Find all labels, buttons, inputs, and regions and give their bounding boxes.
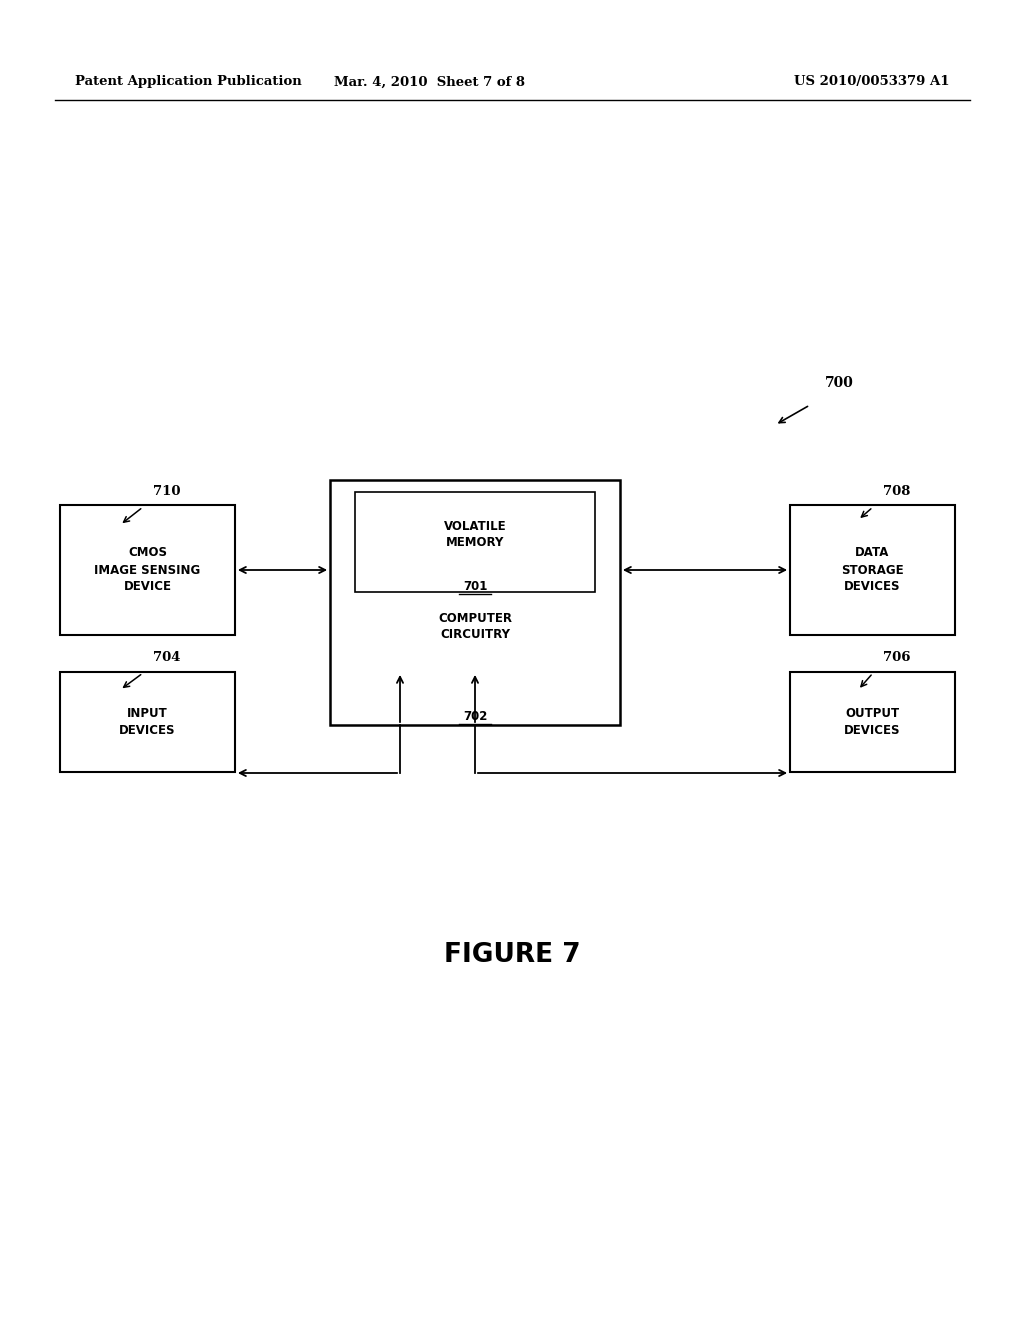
Text: 710: 710	[153, 484, 180, 498]
Text: OUTPUT
DEVICES: OUTPUT DEVICES	[844, 708, 901, 737]
Text: Mar. 4, 2010  Sheet 7 of 8: Mar. 4, 2010 Sheet 7 of 8	[335, 75, 525, 88]
Text: CMOS
IMAGE SENSING
DEVICE: CMOS IMAGE SENSING DEVICE	[94, 546, 201, 594]
Text: FIGURE 7: FIGURE 7	[443, 942, 581, 968]
Text: 704: 704	[153, 651, 180, 664]
Text: 708: 708	[883, 484, 910, 498]
Text: DATA
STORAGE
DEVICES: DATA STORAGE DEVICES	[841, 546, 904, 594]
Bar	[790, 506, 955, 635]
Bar	[60, 506, 234, 635]
Bar	[790, 672, 955, 772]
Text: 706: 706	[883, 651, 910, 664]
Text: COMPUTER
CIRCUITRY: COMPUTER CIRCUITRY	[438, 612, 512, 642]
Bar	[60, 672, 234, 772]
Bar	[355, 492, 595, 591]
Bar	[330, 480, 620, 725]
Text: 702: 702	[463, 710, 487, 723]
Text: 701: 701	[463, 579, 487, 593]
Text: Patent Application Publication: Patent Application Publication	[75, 75, 302, 88]
Text: 700: 700	[825, 376, 854, 389]
Text: US 2010/0053379 A1: US 2010/0053379 A1	[795, 75, 950, 88]
Text: VOLATILE
MEMORY: VOLATILE MEMORY	[443, 520, 506, 549]
Text: INPUT
DEVICES: INPUT DEVICES	[119, 708, 176, 737]
